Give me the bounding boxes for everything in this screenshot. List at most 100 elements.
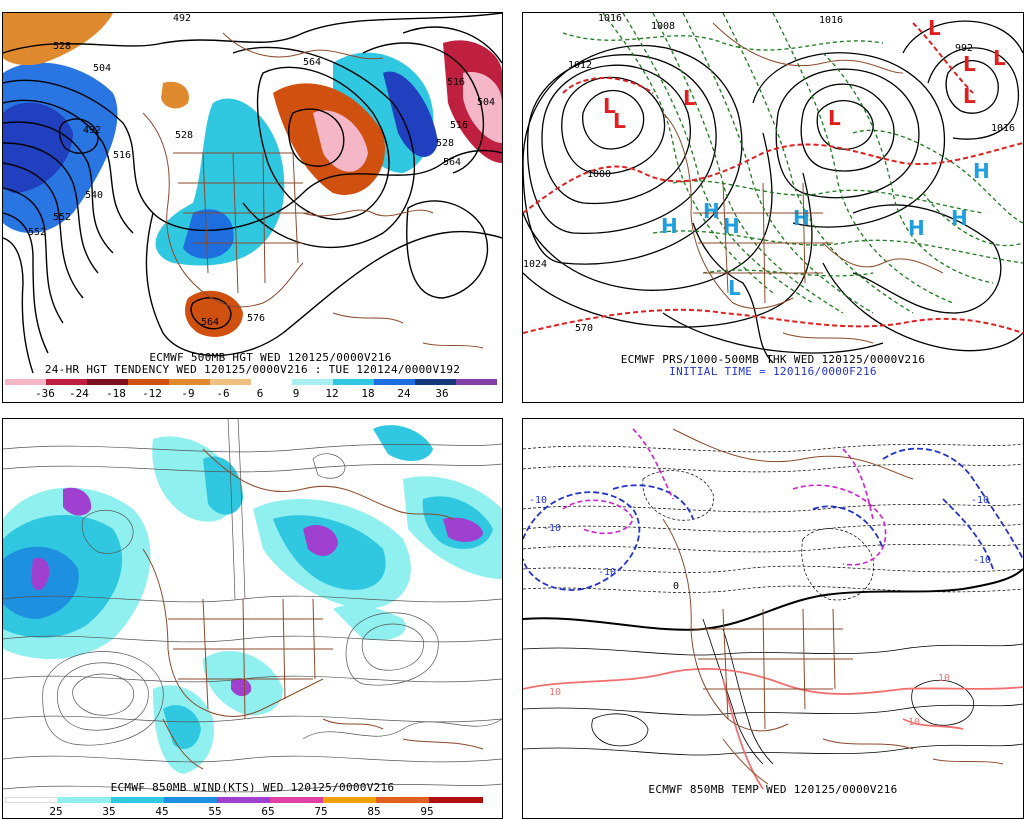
thickness-570-contour: [523, 22, 1023, 334]
contour-label: 10: [549, 687, 561, 698]
temp-pink-contour: [523, 667, 1023, 790]
tendency-positive-nw: [3, 13, 113, 66]
map-850mb-temp: -10 -10 -10 -10 -10 0 10 10 10: [523, 428, 1023, 790]
legend-swatch: [111, 797, 164, 803]
contour-label: 564: [303, 57, 321, 68]
contour-label: 564: [201, 317, 219, 328]
contour-label: 492: [173, 13, 191, 24]
legend-tick-labels: 25 35 45 55 65 75 85 95: [5, 805, 483, 818]
contour-label: 570: [575, 323, 593, 334]
low-pressure-marker: L: [928, 16, 941, 40]
legend-tick: 55: [208, 805, 222, 818]
low-pressure-marker: L: [828, 106, 841, 130]
legend-tick: 12: [325, 387, 339, 400]
legend-tick: 45: [155, 805, 169, 818]
temp-warm-contours: [523, 618, 1023, 765]
tendency-negative-central-inner: [183, 209, 234, 259]
contour-label: 516: [113, 150, 131, 161]
high-pressure-marker: H: [973, 159, 990, 183]
thickness-contours: [562, 13, 1023, 314]
geographic-boundaries: [142, 448, 484, 770]
contour-label: 1016: [819, 15, 843, 26]
legend-tick-labels: -36 -24 -18 -12 -9 -6 6 9 12 18 24 36: [5, 387, 497, 401]
temp-zero-contour: [523, 568, 1023, 631]
low-pressure-marker: L: [683, 86, 696, 110]
contour-label: 516: [447, 77, 465, 88]
legend-swatch: [217, 797, 270, 803]
legend-tick: 36: [435, 387, 449, 400]
contour-label: 1016: [598, 13, 622, 24]
temp-minus10-contour: [523, 447, 1023, 591]
high-pressure-marker: H: [908, 216, 925, 240]
tendency-color-legend: [5, 379, 497, 385]
panel-850mb-wind: ECMWF 850MB WIND(KTS) WED 120125/0000V21…: [2, 418, 503, 819]
tendency-negative-ne-inner: [383, 71, 438, 157]
legend-tick: 35: [102, 805, 116, 818]
contour-label: 528: [175, 130, 193, 141]
legend-tick: -18: [106, 387, 126, 400]
map-pressure: L L L L L L L L L H H H H H H H 1016 100…: [523, 13, 1023, 364]
geographic-boundaries: [662, 428, 1004, 785]
contour-label: 10: [908, 717, 920, 728]
legend-tick: 25: [49, 805, 63, 818]
legend-swatch: [456, 379, 497, 385]
legend-tick: 9: [292, 387, 300, 400]
legend-swatch: [270, 797, 323, 803]
legend-tick: -24: [69, 387, 89, 400]
legend-swatch: [87, 379, 128, 385]
contour-label: 576: [247, 313, 265, 324]
low-pressure-marker: L: [613, 109, 626, 133]
height-contours: [3, 13, 502, 374]
legend-tick: -9: [181, 387, 195, 400]
legend-tick: -36: [35, 387, 55, 400]
legend-tick: -12: [142, 387, 162, 400]
high-pressure-marker: H: [793, 206, 810, 230]
legend-swatch: [164, 797, 217, 803]
legend-swatch: [46, 379, 87, 385]
pressure-contours: [523, 20, 1023, 364]
low-pressure-marker: L: [603, 94, 616, 118]
geographic-boundaries: [142, 32, 484, 349]
tendency-negative-west-inner: [3, 102, 73, 193]
legend-swatch: [5, 379, 46, 385]
wind-speed-legend: [5, 797, 483, 803]
panel-850mb-temp: -10 -10 -10 -10 -10 0 10 10 10 ECMWF 850…: [522, 418, 1024, 819]
legend-tick: -6: [216, 387, 230, 400]
contour-label: 992: [955, 43, 973, 54]
low-pressure-marker: L: [963, 84, 976, 108]
contour-label: 10: [938, 673, 950, 684]
contour-label: 504: [93, 63, 111, 74]
contour-label: -10: [543, 523, 561, 534]
contour-label: 528: [53, 41, 71, 52]
legend-swatch: [374, 379, 415, 385]
contour-label: 1000: [587, 169, 611, 180]
geographic-boundaries: [662, 22, 944, 344]
low-pressure-marker: L: [728, 276, 741, 300]
legend-swatch: [292, 379, 333, 385]
panel-title: ECMWF PRS/1000-500MB THK WED 120125/0000…: [620, 353, 926, 366]
legend-swatch: [333, 379, 374, 385]
contour-label: 1016: [991, 123, 1015, 134]
legend-swatch: [251, 379, 292, 385]
legend-swatch: [5, 797, 58, 803]
tendency-positive-south: [185, 290, 243, 337]
legend-swatch: [58, 797, 111, 803]
contour-label: -10: [529, 495, 547, 506]
panel-subtitle: 24-HR HGT TENDENCY WED 120125/0000V216 :…: [44, 363, 461, 376]
contour-label: 564: [443, 157, 461, 168]
contour-label: 552: [53, 212, 71, 223]
tendency-negative-central: [155, 98, 285, 266]
contour-label: -10: [598, 567, 616, 578]
legend-swatch: [169, 379, 210, 385]
legend-tick: 75: [314, 805, 328, 818]
legend-tick: 24: [397, 387, 411, 400]
high-pressure-marker: H: [661, 214, 678, 238]
panel-title: ECMWF 850MB WIND(KTS) WED 120125/0000V21…: [110, 781, 395, 794]
map-500mb: 492 528 504 492 516 528 540 552 564 516 …: [3, 13, 502, 374]
wind-speed-shading: [3, 425, 502, 774]
temp-cold-dashed: [523, 443, 1023, 601]
contour-label: -10: [971, 495, 989, 506]
panel-pressure-thickness: L L L L L L L L L H H H H H H H 1016 100…: [522, 12, 1024, 403]
tendency-positive-small: [161, 81, 189, 109]
legend-swatch: [429, 797, 483, 803]
